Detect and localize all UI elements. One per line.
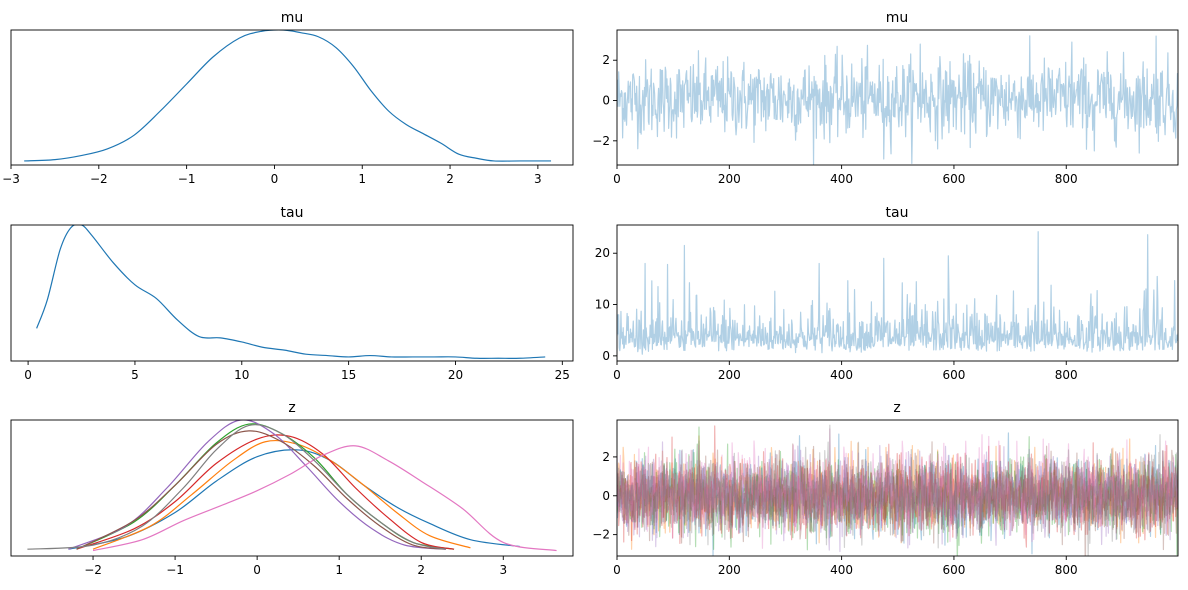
tau-trace-ytick-label-1: 10 xyxy=(595,298,610,312)
z-trace-xtick-label-4: 800 xyxy=(1055,563,1078,577)
tau-trace-ytick-label-2: 20 xyxy=(595,246,610,260)
tau-trace-ytick-label-0: 0 xyxy=(602,349,610,363)
tau-kde-axes-frame xyxy=(10,224,574,362)
z-trace-axes-frame xyxy=(616,419,1179,557)
tau-kde-xtick-label-2: 10 xyxy=(234,368,249,382)
z-trace-title: z xyxy=(893,400,900,416)
tau-kde-xtick-label-5: 25 xyxy=(555,368,570,382)
z-kde-line-6 xyxy=(92,445,557,552)
mu-kde-xtick-label-0: −3 xyxy=(2,172,20,186)
z-trace-xtick-label-3: 600 xyxy=(942,563,965,577)
z-trace-trace-6 xyxy=(617,428,1178,549)
mu-trace-trace-0 xyxy=(617,35,1178,165)
z-kde-xtick-label-2: 0 xyxy=(253,563,261,577)
mu-trace-xtick-label-2: 400 xyxy=(830,172,853,186)
mu-trace-xtick-label-3: 600 xyxy=(942,172,965,186)
tau-trace-plot-area xyxy=(617,231,1178,355)
mu-kde-line-0 xyxy=(24,30,552,162)
tau-kde-xtick-label-4: 20 xyxy=(448,368,463,382)
mu-trace-title: mu xyxy=(886,10,909,26)
mu-kde-xtick-label-4: 1 xyxy=(358,172,366,186)
tau-trace-title: tau xyxy=(886,205,909,221)
mu-trace-xtick-label-0: 0 xyxy=(613,172,621,186)
z-kde-xtick-label-4: 2 xyxy=(417,563,425,577)
z-trace-trace-4 xyxy=(617,441,1178,553)
mu-kde-xtick-label-1: −2 xyxy=(90,172,108,186)
tau-trace-xtick-label-1: 200 xyxy=(718,368,741,382)
tau-kde-xtick-label-1: 5 xyxy=(131,368,139,382)
z-kde-xtick-label-5: 3 xyxy=(499,563,507,577)
mu-trace-ytick-label-2: 2 xyxy=(602,53,610,67)
tau-trace-xtick-label-2: 400 xyxy=(830,368,853,382)
tau-kde-xtick-label-3: 15 xyxy=(341,368,356,382)
tau-trace-xtick-label-3: 600 xyxy=(942,368,965,382)
tau-trace-panel: tau 0 200 400 600 800 0 10 20 xyxy=(595,205,1179,382)
mu-trace-plot-area xyxy=(617,35,1178,165)
z-kde-line-4 xyxy=(68,420,446,550)
z-kde-xtick-label-0: −2 xyxy=(84,563,102,577)
mu-trace-axes-frame xyxy=(616,29,1179,166)
mu-kde-xtick-label-3: 0 xyxy=(271,172,279,186)
mu-trace-panel: mu 0 200 400 600 800 −2 0 2 xyxy=(592,10,1179,186)
z-kde-line-0 xyxy=(68,449,520,550)
tau-kde-xtick-label-0: 0 xyxy=(24,368,32,382)
mu-trace-xtick-label-4: 800 xyxy=(1055,172,1078,186)
mu-trace-ytick-label-0: −2 xyxy=(592,134,610,148)
z-kde-line-5 xyxy=(76,430,446,550)
z-trace-panel: z 0 200 400 600 800 −2 0 2 xyxy=(592,400,1179,577)
z-trace-trace-7 xyxy=(617,424,1178,556)
z-kde-panel: z −2 −1 0 1 2 3 xyxy=(10,400,574,577)
z-trace-xtick-label-2: 400 xyxy=(830,563,853,577)
z-trace-trace-1 xyxy=(617,435,1178,550)
z-kde-title: z xyxy=(288,400,295,416)
tau-kde-panel: tau 0 5 10 15 20 25 xyxy=(10,205,574,382)
z-trace-ytick-label-0: −2 xyxy=(592,528,610,542)
z-trace-ytick-label-2: 2 xyxy=(602,450,610,464)
mu-kde-xtick-label-2: −1 xyxy=(178,172,196,186)
z-trace-ytick-label-1: 0 xyxy=(602,489,610,503)
tau-kde-line-0 xyxy=(36,225,546,359)
tau-trace-trace-0 xyxy=(617,231,1178,355)
z-trace-trace-2 xyxy=(617,426,1178,556)
tau-kde-title: tau xyxy=(281,205,304,221)
mu-kde-xtick-label-6: 3 xyxy=(534,172,542,186)
mu-kde-panel: mu −3 −2 −1 0 1 2 3 xyxy=(2,10,574,186)
z-kde-xtick-label-3: 1 xyxy=(335,563,343,577)
z-kde-plot-area xyxy=(27,420,557,552)
z-kde-xtick-label-1: −1 xyxy=(166,563,184,577)
tau-trace-xtick-label-4: 800 xyxy=(1055,368,1078,382)
mu-kde-plot-area xyxy=(24,30,552,162)
mu-kde-title: mu xyxy=(281,10,304,26)
mu-trace-xtick-label-1: 200 xyxy=(718,172,741,186)
mu-kde-xtick-label-5: 2 xyxy=(446,172,454,186)
z-kde-line-7 xyxy=(27,424,446,550)
z-kde-axes-frame xyxy=(10,419,574,557)
z-trace-xtick-label-1: 200 xyxy=(718,563,741,577)
z-trace-trace-5 xyxy=(617,441,1178,556)
z-trace-trace-3 xyxy=(617,425,1178,548)
z-trace-plot-area xyxy=(617,424,1178,556)
z-kde-line-3 xyxy=(76,434,455,550)
tau-trace-axes-frame xyxy=(616,224,1179,362)
z-trace-trace-0 xyxy=(617,432,1178,556)
tau-trace-xtick-label-0: 0 xyxy=(613,368,621,382)
tau-kde-plot-area xyxy=(36,225,546,359)
mu-trace-ytick-label-1: 0 xyxy=(602,94,610,108)
z-trace-xtick-label-0: 0 xyxy=(613,563,621,577)
mu-kde-axes-frame xyxy=(10,29,574,166)
